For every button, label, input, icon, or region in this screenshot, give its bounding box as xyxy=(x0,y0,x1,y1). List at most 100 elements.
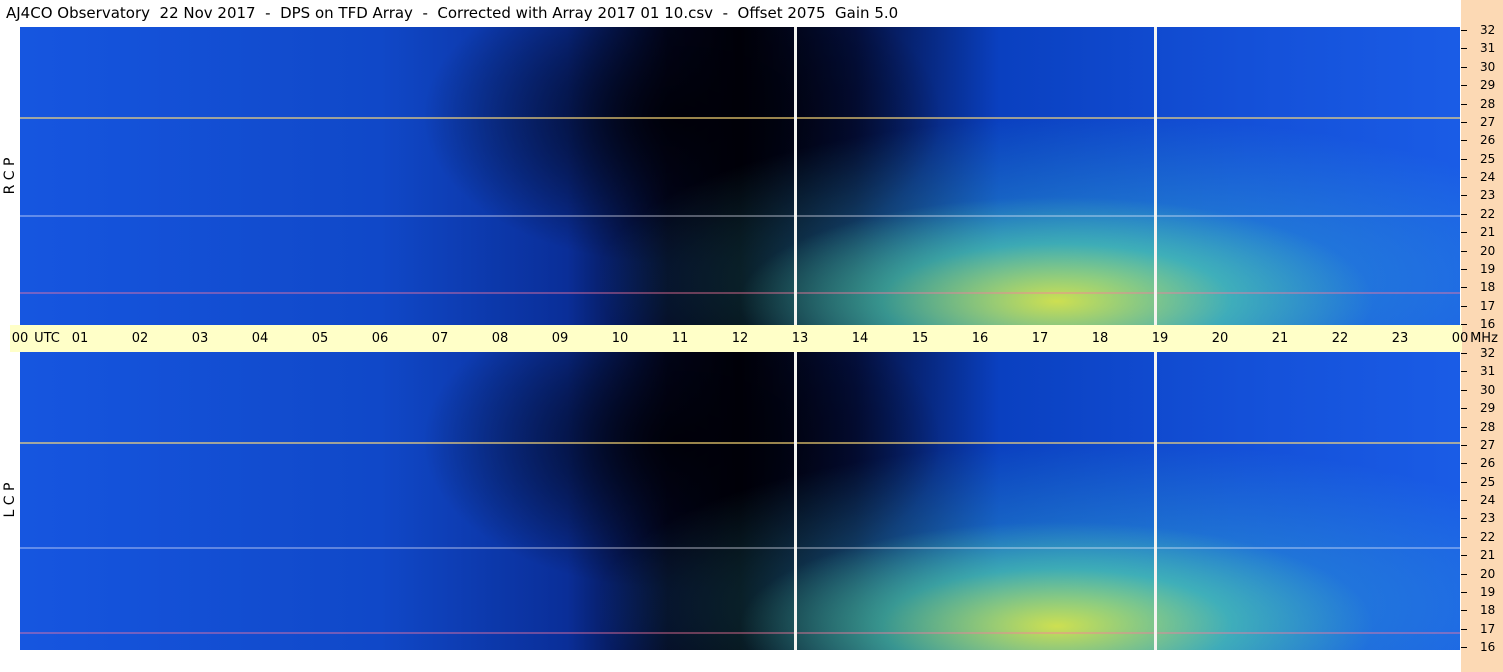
freq-label: 16 xyxy=(1480,640,1496,654)
freq-tick xyxy=(1461,500,1467,501)
freq-label: 22 xyxy=(1480,529,1496,544)
time-label: 17 xyxy=(1031,331,1049,346)
time-label: 06 xyxy=(371,331,389,346)
streak xyxy=(20,292,1460,294)
time-label: 00 xyxy=(1451,331,1469,346)
freq-tick xyxy=(1461,103,1467,105)
freq-tick xyxy=(1461,628,1467,630)
freq-tick xyxy=(1461,463,1467,465)
time-label: 05 xyxy=(311,331,329,346)
streak xyxy=(20,547,1460,549)
freq-tick xyxy=(1461,518,1467,520)
freq-label: 29 xyxy=(1480,401,1496,416)
time-label: 07 xyxy=(431,331,449,346)
freq-tick xyxy=(1461,324,1467,325)
freq-label: 19 xyxy=(1480,584,1496,599)
freq-tick xyxy=(1461,426,1467,428)
freq-label: 22 xyxy=(1480,206,1496,221)
freq-label: 24 xyxy=(1480,170,1496,184)
freq-label: 26 xyxy=(1480,133,1496,148)
freq-label: 23 xyxy=(1480,188,1496,203)
freq-label: 25 xyxy=(1480,474,1496,489)
time-label: 02 xyxy=(131,331,149,346)
freq-label: 27 xyxy=(1480,437,1496,452)
freq-tick xyxy=(1461,213,1467,215)
gap-line xyxy=(794,27,797,325)
freq-label: 16 xyxy=(1480,317,1496,331)
title: AJ4CO Observatory 22 Nov 2017 - DPS on T… xyxy=(6,4,899,22)
freq-tick xyxy=(1461,305,1467,307)
freq-tick xyxy=(1461,591,1467,593)
freq-label: 18 xyxy=(1480,603,1496,618)
freq-label: 29 xyxy=(1480,78,1496,93)
freq-label: 32 xyxy=(1480,23,1496,37)
time-label: 15 xyxy=(911,331,929,346)
freq-tick xyxy=(1461,85,1467,87)
freq-label: 28 xyxy=(1480,419,1496,434)
panel-label: R C P xyxy=(2,157,18,195)
freq-tick xyxy=(1461,195,1467,197)
time-label: 11 xyxy=(671,331,689,346)
time-label: 19 xyxy=(1151,331,1169,346)
time-label: 01 xyxy=(71,331,89,346)
time-band xyxy=(10,325,1462,352)
freq-unit: MHz xyxy=(1470,331,1498,346)
freq-label: 23 xyxy=(1480,511,1496,526)
time-label: 16 xyxy=(971,331,989,346)
freq-tick xyxy=(1461,158,1467,160)
time-label: 04 xyxy=(251,331,269,346)
streak xyxy=(20,632,1460,634)
freq-label: 30 xyxy=(1480,382,1496,397)
freq-label: 26 xyxy=(1480,456,1496,471)
time-label: 00 xyxy=(11,331,29,346)
time-label: 20 xyxy=(1211,331,1229,346)
freq-tick xyxy=(1461,371,1467,373)
freq-label: 20 xyxy=(1480,566,1496,581)
freq-label: 19 xyxy=(1480,261,1496,276)
time-label: 13 xyxy=(791,331,809,346)
freq-label: 21 xyxy=(1480,548,1496,563)
freq-label: 28 xyxy=(1480,96,1496,111)
freq-label: 21 xyxy=(1480,225,1496,240)
freq-tick xyxy=(1461,30,1467,31)
time-label: 23 xyxy=(1391,331,1409,346)
freq-tick xyxy=(1461,121,1467,123)
time-label: 21 xyxy=(1271,331,1289,346)
freq-tick xyxy=(1461,140,1467,142)
freq-label: 25 xyxy=(1480,151,1496,166)
spectrogram-lcp xyxy=(20,352,1460,650)
streak xyxy=(20,215,1460,217)
streak xyxy=(20,117,1460,119)
gap-line xyxy=(1154,352,1157,650)
freq-tick xyxy=(1461,177,1467,178)
freq-label: 32 xyxy=(1480,346,1496,360)
freq-tick xyxy=(1461,287,1467,289)
time-label: 03 xyxy=(191,331,209,346)
freq-label: 20 xyxy=(1480,243,1496,258)
freq-label: 31 xyxy=(1480,41,1496,56)
freq-tick xyxy=(1461,610,1467,612)
freq-tick xyxy=(1461,481,1467,483)
time-label: 18 xyxy=(1091,331,1109,346)
freq-tick xyxy=(1461,250,1467,252)
time-label: 09 xyxy=(551,331,569,346)
freq-tick xyxy=(1461,536,1467,538)
time-label: 12 xyxy=(731,331,749,346)
freq-label: 31 xyxy=(1480,364,1496,379)
spectrogram-rcp xyxy=(20,27,1460,325)
time-zone: UTC xyxy=(34,331,60,346)
freq-label: 30 xyxy=(1480,59,1496,74)
freq-label: 24 xyxy=(1480,493,1496,507)
time-label: 08 xyxy=(491,331,509,346)
gap-line xyxy=(794,352,797,650)
time-label: 22 xyxy=(1331,331,1349,346)
freq-label: 17 xyxy=(1480,298,1496,313)
freq-tick xyxy=(1461,555,1467,557)
freq-tick xyxy=(1461,232,1467,234)
freq-label: 17 xyxy=(1480,621,1496,636)
freq-tick xyxy=(1461,66,1467,68)
freq-tick xyxy=(1461,389,1467,391)
time-label: 10 xyxy=(611,331,629,346)
freq-label: 18 xyxy=(1480,280,1496,295)
